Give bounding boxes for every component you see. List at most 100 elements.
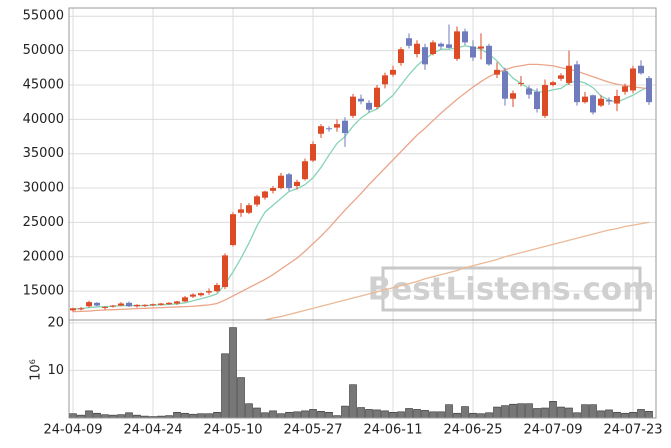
candle-body [462,31,468,43]
candle-body [78,308,84,310]
labels: 24-04-09 24-04-24 24-05-10 24-05-27 24-06-11… [23,9,663,438]
volume-bar [381,410,389,419]
candle-body [342,120,348,134]
volume-bar [589,404,597,419]
x-tick-label: 24-05-10 [203,423,262,438]
candle-body [446,44,452,48]
price-panel: BestListens.com [70,24,654,320]
volume-bar [397,411,405,419]
candle-body [350,96,356,116]
volume-bar [421,410,429,419]
candle-body [590,95,596,113]
candle-body [134,304,140,307]
y-tick-label: 40000 [23,112,64,127]
y-tick-label: 25000 [23,215,64,230]
candle-body [326,128,332,130]
candle-body [270,188,276,191]
x-tick-label: 24-04-24 [123,423,182,438]
candle-body [374,87,380,107]
candle-body [550,82,556,85]
volume-bar [253,407,261,419]
volume-bar [301,410,309,419]
candle-body [86,302,92,307]
candle-body [94,302,100,306]
volume-bar [277,413,285,419]
candle-body [502,71,508,99]
candle-body [158,303,164,305]
volume-bar [365,409,373,419]
candle-body [558,75,564,79]
volume-bar [637,409,645,419]
candle-body [278,175,284,189]
candle-body [150,304,156,306]
candle-body [414,43,420,55]
volume-bar [493,406,501,419]
volume-bar [93,412,101,419]
volume-bar [189,413,197,419]
candle-body [182,297,188,302]
candle-body [262,191,268,198]
candle-body [542,84,548,116]
volume-bar [69,413,77,419]
candle-body [382,75,388,85]
x-tick-label: 24-06-11 [363,423,422,438]
y-tick-label: 15000 [23,284,64,299]
volume-bar [389,411,397,419]
candle-body [318,126,324,134]
volume-bar [621,412,629,419]
y-tick-label: 50000 [23,43,64,58]
volume-bar [645,411,653,419]
volume-bar [597,410,605,419]
moving-average-line [72,63,650,313]
volume-bar [341,405,349,419]
candle-body [430,42,436,55]
volume-bar [373,409,381,419]
candle-body [246,205,252,213]
candle-body [454,31,460,59]
volume-bar [613,411,621,419]
candle-body [494,69,500,75]
candle-body [638,65,644,74]
candle-body [206,291,212,293]
volume-bar [469,412,477,419]
volume-bar [581,404,589,419]
volume-bar [229,327,237,419]
candle-body [406,38,412,46]
y-tick-label: 35000 [23,146,64,161]
y-tick-label: 30000 [23,181,64,196]
volume-bar [453,412,461,419]
watermark: BestListens.com [368,272,655,308]
candle-body [606,100,612,102]
candle-body [358,98,364,102]
volume-bar [245,403,253,419]
candle-body [190,294,196,297]
candle-body [294,181,300,186]
volume-bar [293,411,301,419]
volume-bar [605,409,613,419]
candle-body [142,304,148,306]
candle-body [222,255,228,288]
candle-body [214,284,220,292]
candle-body [470,46,476,58]
candle-body [366,102,372,110]
volume-bar [197,413,205,419]
volume-bar [541,407,549,419]
x-tick-label: 24-04-09 [43,423,102,438]
volume-bar [357,407,365,419]
watermark-box [381,266,642,312]
volume-bar [445,404,453,419]
candle-body [566,65,572,83]
volume-bar [173,411,181,419]
candle-body [582,96,588,103]
volume-bar [205,413,213,419]
volume-bar [549,401,557,419]
volume-bar [437,411,445,419]
volume-bar [285,411,293,419]
frame [68,7,657,419]
y-tick-label: 55000 [23,9,64,24]
candle-body [126,302,132,307]
candle-body [598,98,604,106]
volume-bar [485,412,493,419]
